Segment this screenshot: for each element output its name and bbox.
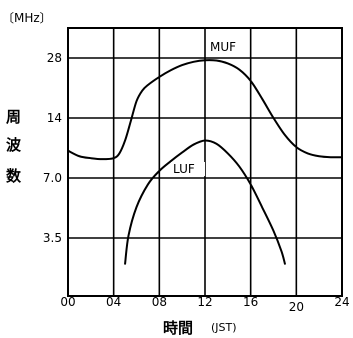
plot-border bbox=[67, 27, 343, 297]
series-line-muf bbox=[67, 59, 343, 161]
grid bbox=[68, 28, 342, 296]
series-label-muf: MUF bbox=[210, 40, 236, 54]
x-axis-unit-label: (JST) bbox=[211, 321, 237, 334]
x-tick-labels: 00 04 08 12 16 20 24 bbox=[60, 295, 349, 314]
unit-label: 〔MHz〕 bbox=[2, 11, 52, 25]
x-tick-label: 04 bbox=[106, 295, 121, 309]
y-tick-label: 3.5 bbox=[43, 231, 62, 245]
x-axis-label: 時間 bbox=[163, 319, 193, 337]
plot-frame bbox=[67, 27, 343, 297]
series bbox=[67, 59, 343, 265]
x-tick-label: 12 bbox=[197, 295, 212, 309]
x-tick-label: 24 bbox=[334, 295, 349, 309]
x-tick-label: 08 bbox=[152, 295, 167, 309]
y-axis-label-char: 波 bbox=[6, 136, 22, 154]
x-tick-label: 00 bbox=[60, 295, 75, 309]
series-label-background bbox=[171, 162, 205, 176]
x-tick-label: 20 bbox=[289, 300, 304, 314]
y-axis-label-char: 周 bbox=[6, 108, 21, 126]
x-tick-label: 16 bbox=[243, 295, 258, 309]
y-axis-label: 周波数 bbox=[6, 108, 22, 185]
y-tick-label: 28 bbox=[47, 51, 62, 65]
y-axis-label-char: 数 bbox=[6, 167, 22, 185]
series-label-background bbox=[208, 40, 242, 54]
series-label-luf: LUF bbox=[173, 162, 195, 176]
y-tick-label: 14 bbox=[47, 111, 62, 125]
series-line-luf bbox=[124, 139, 286, 265]
y-tick-labels: 28 14 7.0 3.5 bbox=[43, 51, 62, 245]
y-tick-label: 7.0 bbox=[43, 171, 62, 185]
series-labels: MUF LUF bbox=[171, 40, 242, 176]
